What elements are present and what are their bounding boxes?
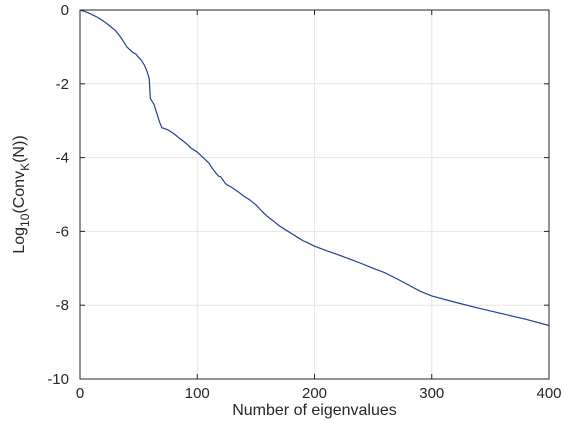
grid-layer [79, 9, 550, 380]
x-axis-label: Number of eigenvalues [232, 402, 397, 419]
tick-layer: 0 100 200 300 400 0 -2 -4 -6 -8 -10 [47, 2, 561, 402]
y-tick-label: -6 [56, 223, 69, 240]
y-axis-label-open: (Conv [11, 171, 28, 214]
y-axis-label-k-subscript: K [18, 163, 32, 171]
x-tick-label: 0 [76, 385, 84, 402]
y-tick-label: -4 [56, 150, 69, 167]
x-tick-label: 400 [536, 385, 561, 402]
x-tick-label: 100 [185, 385, 210, 402]
y-tick-label: 0 [61, 2, 69, 19]
y-tick-label: -10 [47, 371, 69, 388]
y-tick-label: -2 [56, 76, 69, 93]
series-layer [79, 9, 550, 327]
x-tick-label: 200 [302, 385, 327, 402]
y-axis-label-base: Log [11, 227, 28, 254]
x-tick-label: 300 [419, 385, 444, 402]
y-axis-label: Log10(ConvK(N)) [11, 135, 32, 253]
y-tick-label: -8 [56, 297, 69, 314]
y-axis-label-base-subscript: 10 [18, 213, 32, 227]
y-axis-label-close: (N)) [11, 135, 28, 163]
series-line-1 [79, 9, 550, 327]
